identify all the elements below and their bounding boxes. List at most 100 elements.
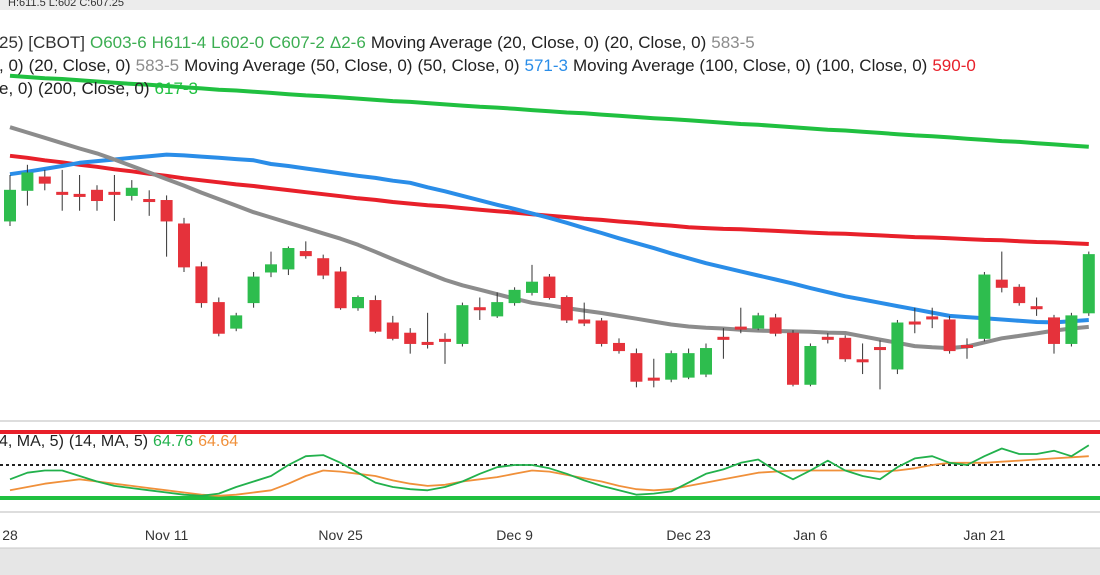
legend-item: (14, MA, 5) bbox=[69, 433, 148, 450]
legend-line: , 0) (20, Close, 0) 583-5 Moving Average (5… bbox=[0, 56, 976, 75]
candle-body bbox=[38, 176, 51, 184]
candle-body bbox=[908, 321, 921, 325]
candle-body bbox=[943, 319, 956, 352]
candle-body bbox=[247, 276, 260, 304]
quote: H:611.5 L:602 C:607.25 bbox=[8, 0, 124, 9]
candle-body bbox=[647, 377, 660, 381]
moving-average-line bbox=[9, 153, 1089, 246]
oscillator-line bbox=[9, 455, 1089, 497]
legend-item: O603-6 bbox=[90, 33, 147, 52]
legend-line: 4, MA, 5) (14, MA, 5) 64.76 64.64 bbox=[0, 433, 238, 450]
legend-item: H611-4 bbox=[152, 33, 207, 52]
legend-item: (100, Close, 0) bbox=[816, 56, 928, 75]
candle-body bbox=[143, 199, 156, 203]
candle-body bbox=[178, 223, 190, 268]
candle-body bbox=[282, 248, 295, 270]
candle-body bbox=[195, 266, 208, 304]
candle-body bbox=[421, 341, 434, 345]
candle-body bbox=[4, 189, 16, 222]
candle-body bbox=[682, 353, 695, 378]
legend-item: 590-0 bbox=[932, 56, 975, 75]
footer-bar bbox=[0, 548, 1100, 575]
candle-body bbox=[265, 264, 277, 273]
legend-item: Moving Average (50, Close, 0) bbox=[184, 56, 412, 75]
legend-item: (200, Close, 0) bbox=[38, 79, 150, 98]
legend-item: (50, Close, 0) bbox=[417, 56, 519, 75]
candle-body bbox=[613, 342, 625, 352]
legend-item: 4, MA, 5) bbox=[0, 433, 64, 450]
legend-item: (20, Close, 0) bbox=[29, 56, 131, 75]
moving-average-line bbox=[9, 125, 1089, 351]
candle-body bbox=[369, 300, 382, 332]
candle-body bbox=[961, 344, 973, 349]
legend-item: Δ2-6 bbox=[330, 33, 366, 52]
x-axis: 28 Nov 11 Nov 25 Dec 9 Dec 23 Jan 6 Jan 21 bbox=[2, 527, 1005, 543]
x-tick-label: Nov 25 bbox=[318, 527, 363, 543]
legend-item: 583-5 bbox=[711, 33, 754, 52]
legend-line: 25) [CBOT] O603-6 H611-4 L602-0 C607-2 Δ2-6 Mo… bbox=[0, 33, 755, 52]
candle-body bbox=[108, 191, 121, 195]
candle-body bbox=[804, 346, 817, 385]
legend-item: , 0) bbox=[0, 56, 24, 75]
candle-body bbox=[56, 191, 69, 195]
candle-body bbox=[752, 315, 765, 329]
candle-body bbox=[1082, 254, 1095, 314]
quote-strip bbox=[0, 0, 1100, 10]
legend-item: 64.64 bbox=[198, 433, 238, 450]
x-tick-label: 28 bbox=[2, 527, 18, 543]
legend-item: 583-5 bbox=[136, 56, 179, 75]
legend-item: Moving Average (100, Close, 0) bbox=[573, 56, 811, 75]
x-tick-label: Dec 23 bbox=[666, 527, 711, 543]
candle-body bbox=[125, 187, 138, 196]
candle-body bbox=[473, 307, 486, 311]
candle-body bbox=[230, 315, 243, 329]
candle-body bbox=[404, 332, 417, 344]
candle-body bbox=[891, 322, 904, 370]
x-tick-label: Jan 21 bbox=[963, 527, 1005, 543]
x-tick-label: Jan 6 bbox=[793, 527, 827, 543]
legend-line: e, 0) (200, Close, 0) 617-3 bbox=[0, 79, 198, 98]
candle-body bbox=[21, 172, 34, 191]
candle-body bbox=[926, 316, 939, 320]
candle-body bbox=[543, 276, 556, 299]
candle-body bbox=[1065, 315, 1078, 344]
candle-body bbox=[526, 281, 538, 293]
legend-item: 64.76 bbox=[153, 433, 193, 450]
candle-body bbox=[439, 338, 451, 342]
candle-body bbox=[856, 359, 869, 363]
legend-item: e, 0) bbox=[0, 79, 33, 98]
oscillator-line bbox=[9, 444, 1090, 497]
candle-body bbox=[560, 297, 573, 321]
candle-body bbox=[491, 302, 504, 317]
candle-body bbox=[352, 297, 364, 309]
candle-body bbox=[995, 279, 1008, 288]
candle-body bbox=[299, 251, 312, 257]
candle-body bbox=[839, 337, 852, 360]
moving-average-line bbox=[9, 73, 1089, 149]
candle-body bbox=[734, 326, 747, 330]
candle-body bbox=[821, 336, 834, 340]
legend-item: 617-3 bbox=[155, 79, 198, 98]
candle-body bbox=[334, 271, 347, 309]
candle-body bbox=[769, 317, 782, 334]
candle-body bbox=[978, 274, 991, 339]
candle-body bbox=[578, 319, 591, 324]
legend-item: L602-0 bbox=[211, 33, 264, 52]
candle-body bbox=[787, 332, 799, 385]
legend: 25) [CBOT] O603-6 H611-4 L602-0 C607-2 Δ2-6 Mo… bbox=[0, 33, 976, 450]
candle-body bbox=[1013, 286, 1026, 304]
candle-body bbox=[665, 353, 678, 380]
candle-body bbox=[700, 348, 712, 375]
candle-body bbox=[160, 200, 173, 222]
candle-body bbox=[212, 302, 225, 334]
moving-average-line bbox=[9, 152, 1089, 325]
x-tick-label: Dec 9 bbox=[496, 527, 533, 543]
candle-body bbox=[1048, 317, 1060, 344]
candle-body bbox=[508, 289, 521, 304]
candle-body bbox=[630, 353, 643, 382]
candle-body bbox=[595, 320, 608, 344]
legend-item: C607-2 bbox=[269, 33, 325, 52]
price-panel bbox=[4, 73, 1095, 390]
